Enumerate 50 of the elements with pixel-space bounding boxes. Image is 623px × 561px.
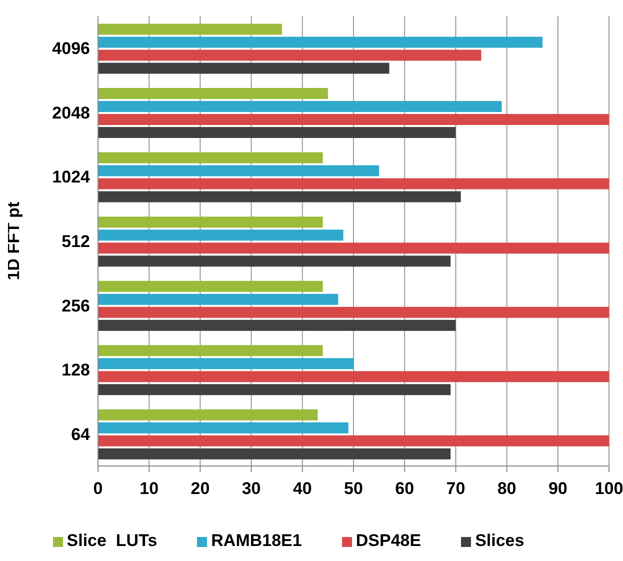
y-tick-label: 256 <box>62 296 90 316</box>
x-tick-label: 30 <box>242 479 261 498</box>
legend-label: Slices <box>475 531 524 550</box>
bar <box>98 230 344 241</box>
bar <box>98 165 380 176</box>
bar <box>98 242 609 254</box>
bar <box>98 345 323 356</box>
x-tick-label: 60 <box>395 479 414 498</box>
x-tick-label: 90 <box>548 479 568 498</box>
bar <box>98 24 282 35</box>
bar <box>98 320 456 331</box>
bar <box>98 409 318 420</box>
y-tick-label: 128 <box>62 360 90 380</box>
x-tick-label: 100 <box>594 479 623 498</box>
legend-label: DSP48E <box>356 531 422 550</box>
bar <box>98 256 451 267</box>
bar <box>98 114 609 125</box>
bar <box>98 216 323 228</box>
x-tick-label: 50 <box>344 479 363 498</box>
y-tick-label: 4096 <box>52 39 90 58</box>
bar <box>98 50 482 61</box>
x-tick-label: 10 <box>140 479 159 498</box>
bar <box>98 191 461 202</box>
bar <box>98 422 348 434</box>
bar <box>98 36 543 48</box>
x-tick-label: 80 <box>497 479 516 498</box>
y-tick-label: 1024 <box>52 168 91 187</box>
bar <box>98 384 451 396</box>
y-tick-label: 2048 <box>52 103 90 122</box>
bar <box>98 152 323 164</box>
bar <box>98 358 354 370</box>
bar <box>98 101 502 112</box>
bar <box>98 435 609 446</box>
x-tick-label: 20 <box>190 479 210 498</box>
legend-label: Slice LUTs <box>66 531 158 550</box>
bar <box>98 306 609 318</box>
bar <box>98 88 328 99</box>
bar <box>98 371 609 382</box>
x-tick-label: 70 <box>446 479 466 498</box>
bar <box>98 294 338 305</box>
legend-label: RAMB18E1 <box>211 531 302 550</box>
x-tick-label: 40 <box>292 479 312 498</box>
bar <box>98 178 609 190</box>
x-tick-label: 0 <box>93 479 103 498</box>
y-tick-label: 64 <box>71 424 91 444</box>
bar <box>98 62 390 74</box>
y-tick-label: 512 <box>62 232 90 252</box>
bar <box>98 127 456 138</box>
bar <box>98 280 323 292</box>
bar <box>98 448 451 460</box>
